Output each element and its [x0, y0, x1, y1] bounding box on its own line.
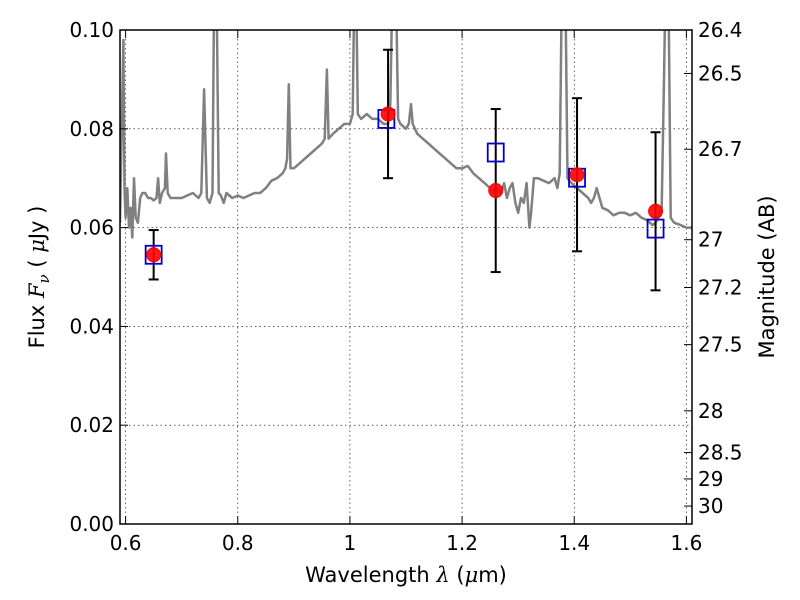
- tick-layer: 0.6 0.8 1 1.2 1.4 1.6 0.00 0.02 0.04 0.06 0.08 0.10…: [69, 18, 742, 555]
- x-tick-label: 0.8: [222, 531, 254, 555]
- y-tick-label: 0.10: [69, 18, 114, 42]
- model-point-square: [144, 244, 163, 265]
- model-spectrum-line: [120, 30, 692, 239]
- y2-tick-label: 26.4: [698, 18, 743, 42]
- y-tick-label: 0.08: [69, 117, 114, 141]
- x-tick-label: 1.4: [558, 531, 590, 555]
- y2-tick-label: 30: [698, 494, 723, 518]
- x-tick-label: 1.2: [446, 531, 478, 555]
- y-tick-label: 0.04: [69, 314, 114, 338]
- x-axis-label: Wavelength λ (μm): [305, 563, 507, 587]
- plot-area: [120, 30, 692, 524]
- observation-point: [146, 247, 162, 263]
- y-tick-label: 0.06: [69, 216, 114, 240]
- series-layer: [120, 30, 692, 292]
- y-axis-label: Flux Fν ( μJy ): [25, 206, 53, 349]
- observation-point: [648, 203, 664, 219]
- x-tick-label: 0.6: [110, 531, 142, 555]
- x-tick-label: 1: [344, 531, 357, 555]
- observation-point: [380, 106, 396, 122]
- y2-tick-label: 26.5: [698, 61, 743, 85]
- model-point-square: [646, 218, 665, 239]
- y-tick-label: 0.02: [69, 413, 114, 437]
- y2-tick-label: 26.7: [698, 137, 743, 161]
- y2-tick-label: 28.5: [698, 441, 743, 465]
- y2-tick-label: 27.5: [698, 333, 743, 357]
- model-point-square: [486, 142, 505, 163]
- y2-tick-label: 28: [698, 399, 723, 423]
- y2-tick-label: 27: [698, 228, 723, 252]
- observation-point: [569, 167, 585, 183]
- plot-frame: [119, 29, 693, 525]
- observation-point: [488, 183, 504, 199]
- y2-tick-label: 27.2: [698, 276, 743, 300]
- x-tick-label: 1.6: [670, 531, 702, 555]
- y2-tick-label: 29: [698, 467, 723, 491]
- y-tick-label: 0.00: [69, 512, 114, 536]
- y2-axis-label: Magnitude (AB): [755, 195, 779, 358]
